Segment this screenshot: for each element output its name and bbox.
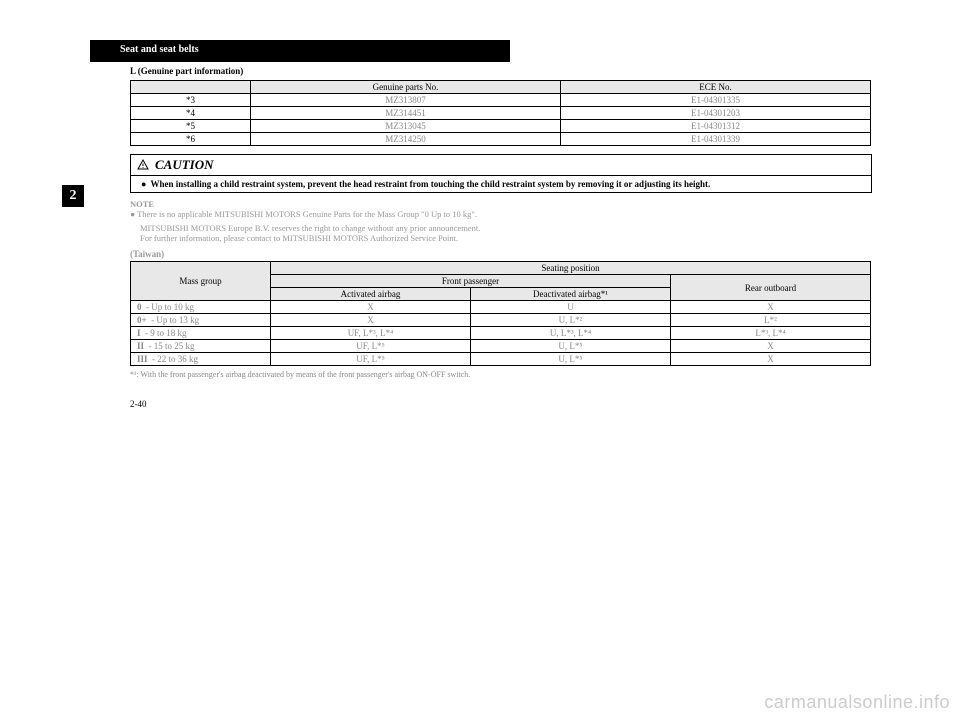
seating-cell: UF, L*⁵	[271, 353, 471, 366]
parts-cell: E1-04301335	[561, 94, 871, 107]
parts-cell: *5	[131, 120, 251, 133]
parts-cell: MZ314250	[251, 133, 561, 146]
sub-heading: L (Genuine part information)	[130, 66, 870, 76]
header-bar: Seat and seat belts	[90, 40, 870, 62]
parts-cell: MZ313045	[251, 120, 561, 133]
parts-cell: MZ313807	[251, 94, 561, 107]
parts-cell: *4	[131, 107, 251, 120]
footnote: *¹: With the front passenger's airbag de…	[130, 370, 870, 379]
seating-mass-cell: 0+ - Up to 13 kg	[131, 314, 271, 327]
parts-cell: E1-04301312	[561, 120, 871, 133]
note-block: NOTE ● There is no applicable MITSUBISHI…	[130, 199, 870, 243]
seating-cell: X	[271, 314, 471, 327]
note-line2: MITSUBISHI MOTORS Europe B.V. reserves t…	[140, 223, 870, 233]
caution-body: When installing a child restraint system…	[131, 176, 871, 192]
seating-cell: U	[471, 301, 671, 314]
seating-mass-cell: II - 15 to 25 kg	[131, 340, 271, 353]
seating-cell: U, L*⁵	[471, 353, 671, 366]
seating-position: Seating position	[271, 262, 871, 275]
parts-cell: MZ314451	[251, 107, 561, 120]
watermark: carmanualsonline.info	[764, 692, 950, 713]
parts-table: Genuine parts No. ECE No. *3MZ313807E1-0…	[130, 80, 871, 146]
caution-title: CAUTION	[155, 157, 214, 173]
seating-cell: UF, L*³, L*⁴	[271, 327, 471, 340]
seating-mass-cell: 0 - Up to 10 kg	[131, 301, 271, 314]
seating-mass-cell: I - 9 to 18 kg	[131, 327, 271, 340]
page-number: 2-40	[130, 399, 147, 409]
seating-cell: L*²	[671, 314, 871, 327]
caution-box: CAUTION When installing a child restrain…	[130, 154, 872, 193]
seating-cell: UF, L*⁵	[271, 340, 471, 353]
seating-cell: U, L*²	[471, 314, 671, 327]
seating-rear-outboard: Rear outboard	[671, 275, 871, 301]
parts-cell: *6	[131, 133, 251, 146]
seating-front-passenger: Front passenger	[271, 275, 671, 288]
caution-title-row: CAUTION	[131, 155, 871, 176]
note-line1: ● There is no applicable MITSUBISHI MOTO…	[130, 209, 870, 219]
region-label: (Taiwan)	[130, 249, 870, 259]
seating-mass-group: Mass group	[131, 262, 271, 301]
warning-icon	[137, 159, 149, 171]
parts-col-ece: ECE No.	[561, 81, 871, 94]
seating-cell: X	[671, 301, 871, 314]
seating-cell: U, L*³, L*⁴	[471, 327, 671, 340]
parts-col-blank	[131, 81, 251, 94]
seating-deactivated: Deactivated airbag*¹	[471, 288, 671, 301]
seating-cell: U, L*⁵	[471, 340, 671, 353]
parts-cell: E1-04301339	[561, 133, 871, 146]
seating-activated: Activated airbag	[271, 288, 471, 301]
note-line3: For further information, please contact …	[140, 233, 870, 243]
seating-cell: X	[671, 340, 871, 353]
section-title: Seat and seat belts	[120, 44, 199, 55]
note-title: NOTE	[130, 199, 870, 209]
seating-cell: L*³, L*⁴	[671, 327, 871, 340]
parts-cell: *3	[131, 94, 251, 107]
seating-cell: X	[671, 353, 871, 366]
seating-cell: X	[271, 301, 471, 314]
side-tab: 2	[62, 185, 84, 207]
seating-mass-cell: III - 22 to 36 kg	[131, 353, 271, 366]
parts-col-genuine: Genuine parts No.	[251, 81, 561, 94]
parts-cell: E1-04301203	[561, 107, 871, 120]
seating-table: Mass group Seating position Front passen…	[130, 261, 871, 366]
